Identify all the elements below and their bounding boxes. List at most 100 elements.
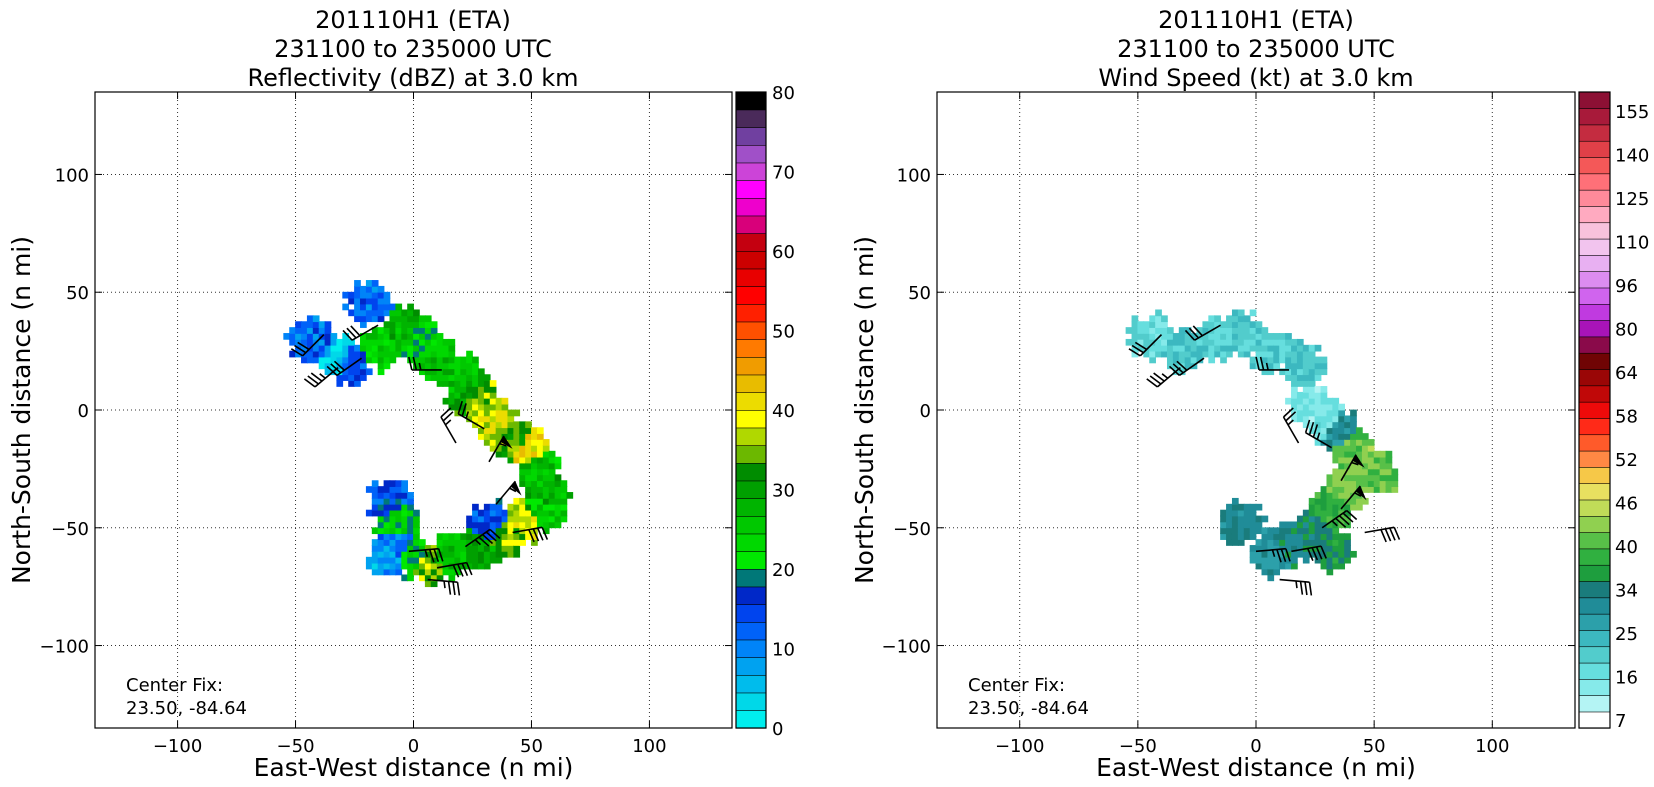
colorbar-segment <box>1579 222 1610 239</box>
echo-pixel <box>401 563 408 570</box>
echo-pixel <box>336 345 343 352</box>
echo-pixel <box>1232 309 1239 316</box>
echo-pixel <box>1332 492 1339 499</box>
echo-pixel <box>360 298 367 305</box>
echo-pixel <box>1214 333 1221 340</box>
echo-pixel <box>513 498 520 505</box>
echo-pixel <box>384 545 391 552</box>
echo-pixel <box>437 339 444 346</box>
echo-pixel <box>1326 427 1333 434</box>
echo-pixel <box>354 309 361 316</box>
echo-pixel <box>531 457 538 464</box>
echo-pixel <box>466 392 473 399</box>
echo-pixel <box>1332 510 1339 517</box>
echo-pixel <box>413 309 420 316</box>
echo-pixel <box>555 521 562 528</box>
echo-pixel <box>1297 539 1304 546</box>
echo-pixel <box>413 321 420 328</box>
echo-pixel <box>454 374 461 381</box>
echo-pixel <box>1279 345 1286 352</box>
colorbar-tick-label: 46 <box>1615 493 1638 514</box>
echo-pixel <box>1297 410 1304 417</box>
echo-pixel <box>1321 504 1328 511</box>
echo-pixel <box>496 510 503 517</box>
echo-pixel <box>472 362 479 369</box>
echo-pixel <box>425 321 432 328</box>
echo-pixel <box>395 333 402 340</box>
echo-pixel <box>407 321 414 328</box>
echo-pixel <box>1226 510 1233 517</box>
echo-pixel <box>1332 398 1339 405</box>
chart-title-line: Wind Speed (kt) at 3.0 km <box>1098 64 1413 92</box>
echo-pixel <box>401 557 408 564</box>
echo-pixel <box>448 539 455 546</box>
echo-pixel <box>531 521 538 528</box>
echo-pixel <box>366 315 373 322</box>
echo-pixel <box>1326 398 1333 405</box>
echo-pixel <box>413 569 420 576</box>
echo-pixel <box>1362 457 1369 464</box>
echo-pixel <box>437 539 444 546</box>
echo-pixel <box>360 357 367 364</box>
echo-pixel <box>313 333 320 340</box>
echo-pixel <box>549 463 556 470</box>
echo-pixel <box>1326 551 1333 558</box>
echo-pixel <box>1297 551 1304 558</box>
echo-pixel <box>1238 527 1245 534</box>
echo-pixel <box>1309 521 1316 528</box>
echo-pixel <box>395 486 402 493</box>
echo-pixel <box>1202 351 1209 358</box>
echo-pixel <box>1368 439 1375 446</box>
echo-pixel <box>1386 468 1393 475</box>
echo-pixel <box>460 362 467 369</box>
echo-pixel <box>1256 339 1263 346</box>
echo-pixel <box>301 333 308 340</box>
echo-pixel <box>407 351 414 358</box>
colorbar-segment <box>1579 695 1610 712</box>
echo-pixel <box>336 380 343 387</box>
echo-pixel <box>372 527 379 534</box>
echo-pixel <box>378 357 385 364</box>
echo-pixel <box>507 551 514 558</box>
echo-pixel <box>425 563 432 570</box>
echo-pixel <box>431 563 438 570</box>
echo-pixel <box>1374 468 1381 475</box>
echo-pixel <box>1285 398 1292 405</box>
echo-pixel <box>1155 321 1162 328</box>
echo-pixel <box>1356 445 1363 452</box>
echo-pixel <box>1226 327 1233 334</box>
echo-pixel <box>543 521 550 528</box>
echo-pixel <box>1238 521 1245 528</box>
echo-pixel <box>525 427 532 434</box>
echo-pixel <box>1332 451 1339 458</box>
colorbar-segment <box>736 498 766 516</box>
echo-pixel <box>1279 527 1286 534</box>
echo-pixel <box>413 345 420 352</box>
echo-pixel <box>519 480 526 487</box>
echo-pixel <box>448 339 455 346</box>
echo-pixel <box>466 374 473 381</box>
echo-pixel <box>1326 474 1333 481</box>
echo-pixel <box>1191 345 1198 352</box>
echo-pixel <box>378 298 385 305</box>
echo-pixel <box>431 351 438 358</box>
echo-pixel <box>472 404 479 411</box>
colorbar-segment <box>1579 532 1610 549</box>
echo-pixel <box>378 557 385 564</box>
colorbar-segment <box>1579 434 1610 451</box>
echo-pixel <box>1338 545 1345 552</box>
echo-pixel <box>513 516 520 523</box>
echo-pixel <box>1250 345 1257 352</box>
echo-pixel <box>513 445 520 452</box>
echo-pixel <box>531 433 538 440</box>
echo-pixel <box>390 563 397 570</box>
echo-pixel <box>531 468 538 475</box>
echo-pixel <box>366 292 373 299</box>
echo-pixel <box>1250 527 1257 534</box>
echo-pixel <box>1332 551 1339 558</box>
echo-pixel <box>519 539 526 546</box>
echo-pixel <box>443 351 450 358</box>
echo-pixel <box>336 339 343 346</box>
echo-pixel <box>549 510 556 517</box>
